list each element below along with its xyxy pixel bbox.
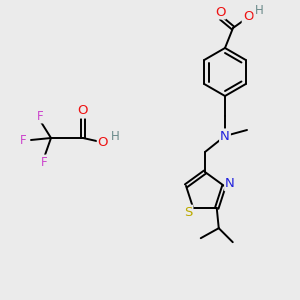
Text: F: F [37, 110, 43, 122]
Text: N: N [220, 130, 230, 142]
Text: F: F [20, 134, 26, 146]
Text: S: S [184, 206, 192, 219]
Text: O: O [78, 104, 88, 118]
Text: F: F [41, 155, 47, 169]
Text: H: H [255, 4, 263, 17]
Text: O: O [98, 136, 108, 148]
Text: N: N [225, 177, 235, 190]
Text: O: O [215, 5, 225, 19]
Text: O: O [243, 11, 253, 23]
Text: H: H [111, 130, 119, 142]
